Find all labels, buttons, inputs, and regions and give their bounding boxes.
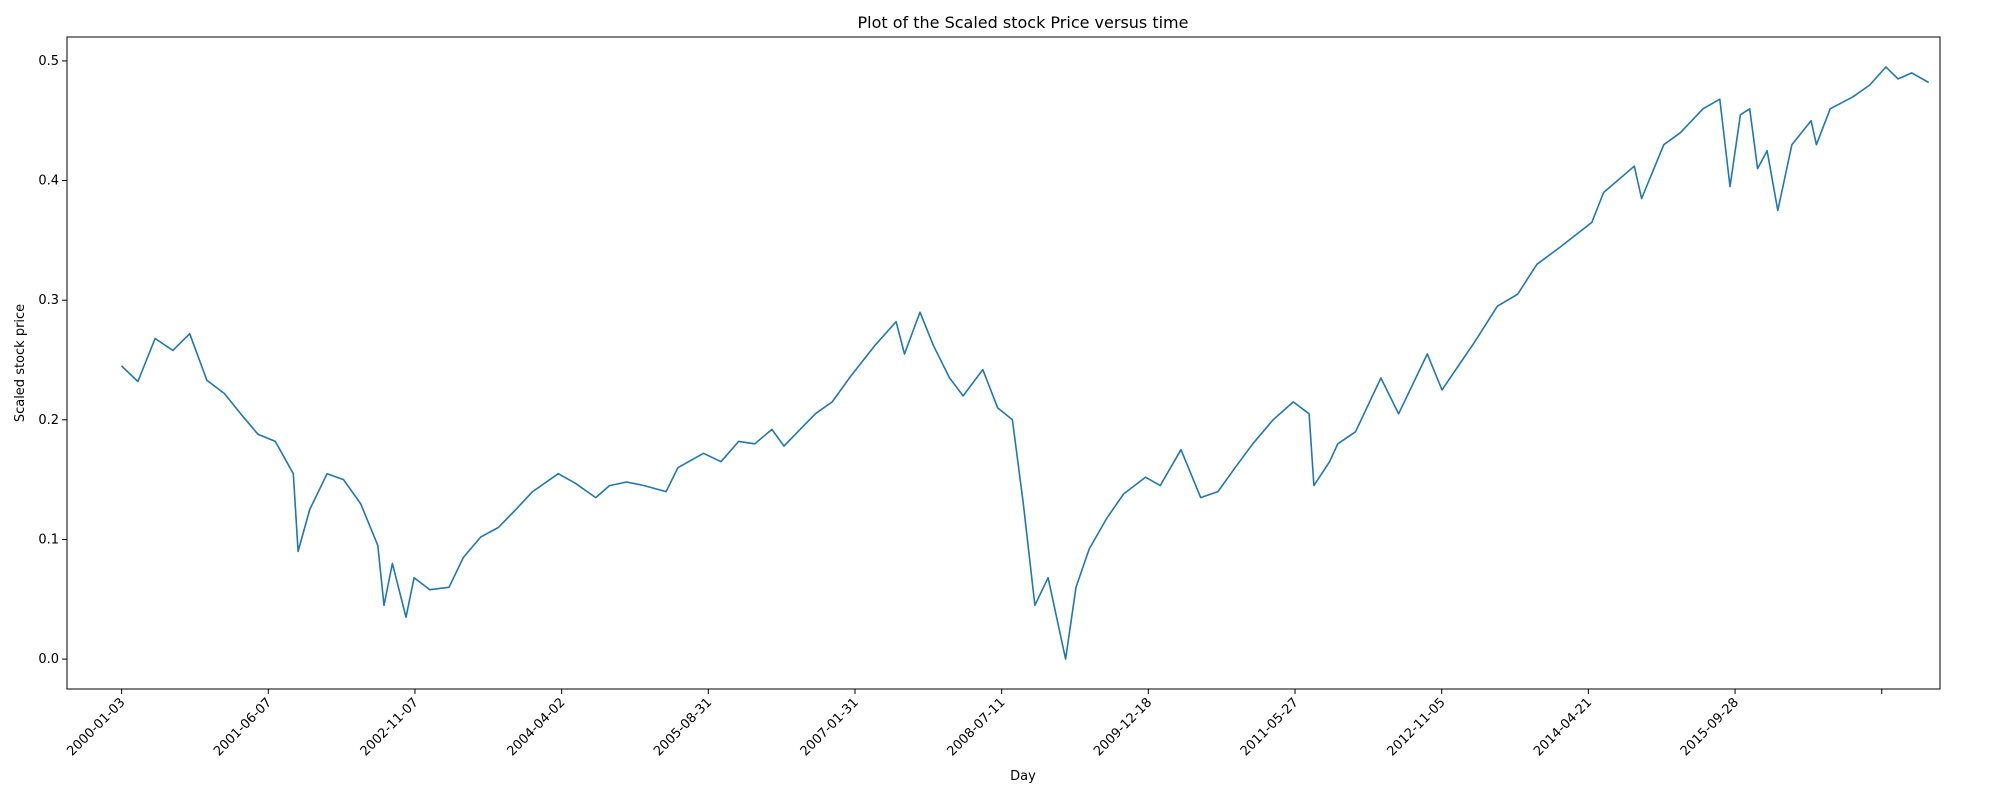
x-axis: 2000-01-03 2001-06-07 2002-11-07 2004-04-02… — [64, 689, 1883, 759]
x-tick-label: 2007-01-31 — [798, 695, 862, 759]
x-tick-label: 2005-08-31 — [651, 695, 715, 759]
x-tick-label: 2004-04-02 — [504, 695, 568, 759]
y-tick-label: 0.2 — [38, 413, 59, 428]
x-axis-label: Day — [1010, 769, 1036, 784]
x-tick-label: 2014-04-21 — [1531, 695, 1595, 759]
x-tick-label: 2012-11-05 — [1384, 695, 1448, 759]
y-tick-label: 0.5 — [38, 54, 59, 69]
y-tick-label: 0.0 — [38, 652, 59, 667]
y-tick-label: 0.1 — [38, 532, 59, 547]
y-tick-label: 0.4 — [38, 174, 59, 189]
y-tick-label: 0.3 — [38, 293, 59, 308]
x-tick-label: 2011-05-27 — [1238, 695, 1302, 759]
x-tick-label: 2008-07-11 — [944, 695, 1008, 759]
y-axis: 0.0 0.1 0.2 0.3 0.4 0.5 — [38, 54, 67, 667]
x-tick-label: 2001-06-07 — [211, 695, 275, 759]
plot-frame — [66, 36, 1941, 690]
series-line — [121, 66, 1930, 660]
x-tick-label: 2000-01-03 — [64, 695, 128, 759]
chart-title: Plot of the Scaled stock Price versus ti… — [858, 13, 1189, 32]
x-tick-label: 2002-11-07 — [358, 695, 422, 759]
x-tick-label: 2009-12-18 — [1091, 695, 1155, 759]
y-axis-label: Scaled stock price — [13, 304, 28, 422]
x-tick-label: 2015-09-28 — [1678, 695, 1742, 759]
